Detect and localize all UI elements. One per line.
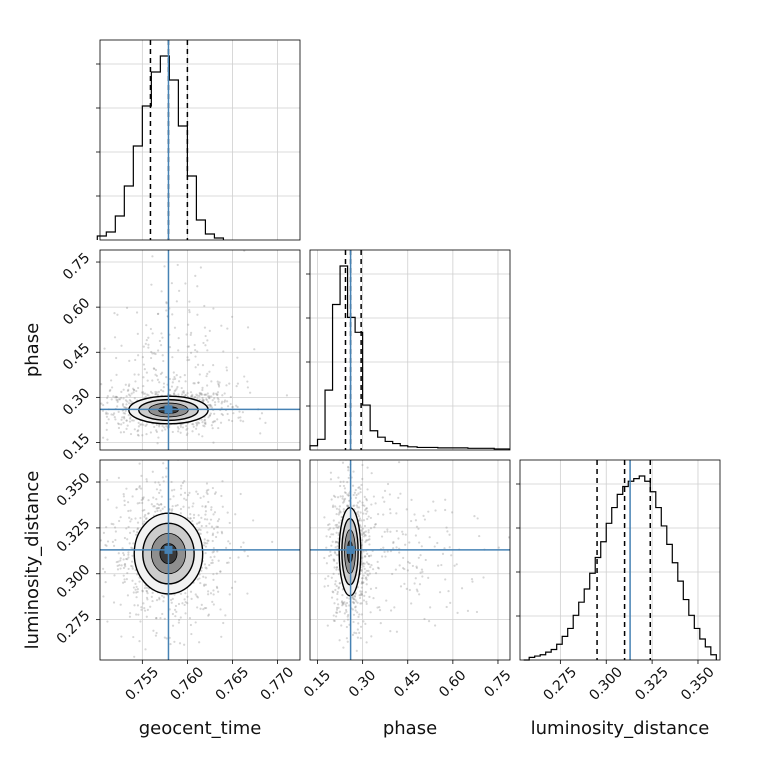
panel-frame-2-1 — [309, 459, 511, 661]
histogram-luminosity_distance — [516, 475, 717, 661]
x-tick-label-luminosity_distance-3: 0.350 — [678, 664, 718, 704]
histogram-phase — [306, 265, 510, 450]
y-axis-label-phase: phase — [22, 323, 43, 377]
x-axis-label-phase: phase — [383, 718, 437, 739]
gridlines-0-0 — [100, 40, 300, 240]
x-tick-label-geocent_time-0: 0.755 — [123, 664, 163, 704]
panel-frame-2-0 — [99, 459, 301, 661]
y-tick-label-luminosity_distance-2: 0.325 — [54, 516, 94, 556]
x-tick-label-phase-1: 0.30 — [346, 667, 379, 700]
x-tick-label-geocent_time-3: 0.770 — [258, 664, 298, 704]
x-tick-label-phase-2: 0.45 — [391, 667, 424, 700]
panel-frame-2-2 — [519, 459, 721, 661]
panel-frame-0-0 — [99, 39, 301, 241]
y-tick-label-phase-1: 0.30 — [60, 385, 93, 418]
panel-frame-1-0 — [99, 249, 301, 451]
y-tick-label-phase-4: 0.75 — [60, 250, 93, 283]
x-tick-label-phase-4: 0.75 — [481, 667, 514, 700]
y-tick-label-phase-0: 0.15 — [60, 430, 93, 463]
panel-frame-1-1 — [309, 249, 511, 451]
x-tick-label-phase-0: 0.15 — [301, 667, 334, 700]
x-tick-label-luminosity_distance-1: 0.300 — [586, 664, 626, 704]
y-tick-label-phase-2: 0.45 — [60, 340, 93, 373]
x-axis-label-geocent_time: geocent_time — [139, 718, 262, 739]
x-tick-label-phase-3: 0.60 — [436, 667, 469, 700]
x-axis-label-luminosity_distance: luminosity_distance — [531, 718, 710, 739]
x-tick-label-luminosity_distance-0: 0.275 — [541, 664, 581, 704]
density-geocent_time-luminosity_distance — [100, 460, 274, 658]
x-tick-label-geocent_time-1: 0.760 — [168, 664, 208, 704]
gridlines-2-2 — [520, 460, 720, 660]
histogram-geocent_time — [96, 55, 225, 240]
truth-marker-2-0 — [164, 545, 173, 554]
x-tick-label-geocent_time-2: 0.765 — [213, 664, 253, 704]
y-tick-label-luminosity_distance-1: 0.300 — [54, 562, 94, 602]
truth-marker-1-0 — [164, 405, 173, 414]
y-axis-label-luminosity_distance: luminosity_distance — [22, 471, 43, 650]
y-tick-label-phase-3: 0.60 — [60, 295, 93, 328]
density-phase-luminosity_distance — [323, 460, 510, 652]
y-tick-label-luminosity_distance-3: 0.350 — [54, 470, 94, 510]
gridlines-1-0 — [100, 250, 300, 450]
truth-marker-2-1 — [346, 545, 355, 554]
x-tick-label-luminosity_distance-2: 0.325 — [632, 664, 672, 704]
y-tick-label-luminosity_distance-0: 0.275 — [54, 608, 94, 648]
gridlines-2-1 — [310, 460, 510, 660]
